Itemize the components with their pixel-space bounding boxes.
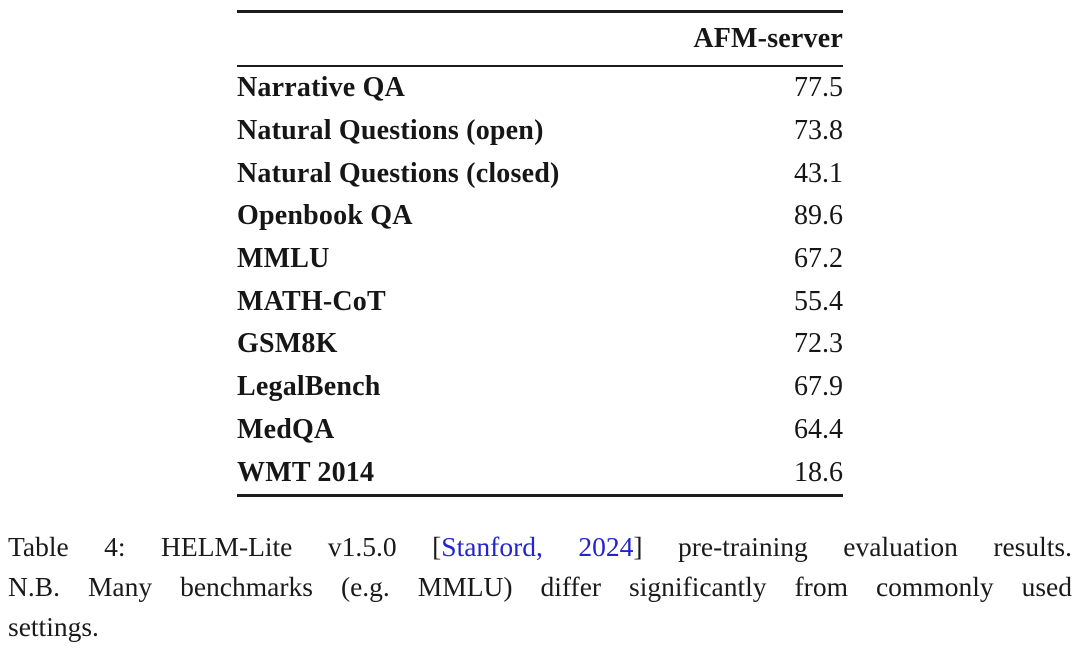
benchmark-name: MATH-CoT [237, 285, 386, 317]
benchmark-name: GSM8K [237, 328, 338, 360]
caption-line-2: N.B. Many benchmarks (e.g. MMLU) differ … [8, 571, 1072, 602]
caption-text-prefix: Table 4: HELM-Lite v1.5.0 [ [8, 531, 442, 562]
caption-line-3: settings. [8, 611, 99, 642]
benchmark-score: 72.3 [794, 328, 843, 360]
benchmark-name: Narrative QA [237, 72, 406, 104]
benchmark-score: 77.5 [794, 72, 843, 104]
table-row: Openbook QA 89.6 [237, 195, 843, 238]
table-row: LegalBench 67.9 [237, 366, 843, 409]
table-row: Narrative QA 77.5 [237, 67, 843, 110]
benchmark-score: 67.9 [794, 371, 843, 403]
benchmark-score: 55.4 [794, 285, 843, 317]
results-table: AFM-server Narrative QA 77.5 Natural Que… [237, 10, 843, 497]
benchmark-score: 43.1 [794, 157, 843, 189]
table-row: WMT 2014 18.6 [237, 451, 843, 494]
benchmark-score: 67.2 [794, 243, 843, 275]
table-mid-rule [237, 65, 843, 67]
caption-line-1: Table 4: HELM-Lite v1.5.0 [Stanford, 202… [8, 527, 1072, 567]
benchmark-name: WMT 2014 [237, 456, 375, 488]
table-row: MATH-CoT 55.4 [237, 280, 843, 323]
benchmark-score: 64.4 [794, 413, 843, 445]
benchmark-score: 18.6 [794, 456, 843, 488]
table-top-rule [237, 10, 843, 13]
table-row: Natural Questions (closed) 43.1 [237, 152, 843, 195]
benchmark-name: Openbook QA [237, 200, 413, 232]
table-caption: Table 4: HELM-Lite v1.5.0 [Stanford, 202… [8, 527, 1072, 647]
table-row: Natural Questions (open) 73.8 [237, 110, 843, 153]
benchmark-name: Natural Questions (closed) [237, 157, 560, 189]
table-bottom-rule [237, 493, 843, 497]
benchmark-name: MMLU [237, 243, 330, 275]
caption-text-suffix: ] pre-training evaluation results. [633, 531, 1072, 562]
benchmark-name: Natural Questions (open) [237, 115, 544, 147]
benchmark-score: 89.6 [794, 200, 843, 232]
table-row: MMLU 67.2 [237, 238, 843, 281]
benchmark-score: 73.8 [794, 115, 843, 147]
table-row: MedQA 64.4 [237, 409, 843, 452]
table-row: GSM8K 72.3 [237, 323, 843, 366]
table-header-cell-model: AFM-server [693, 23, 843, 54]
table-header-row: AFM-server [237, 13, 843, 65]
benchmark-name: LegalBench [237, 371, 381, 403]
benchmark-name: MedQA [237, 413, 335, 445]
citation-link[interactable]: Stanford, 2024 [441, 531, 634, 562]
